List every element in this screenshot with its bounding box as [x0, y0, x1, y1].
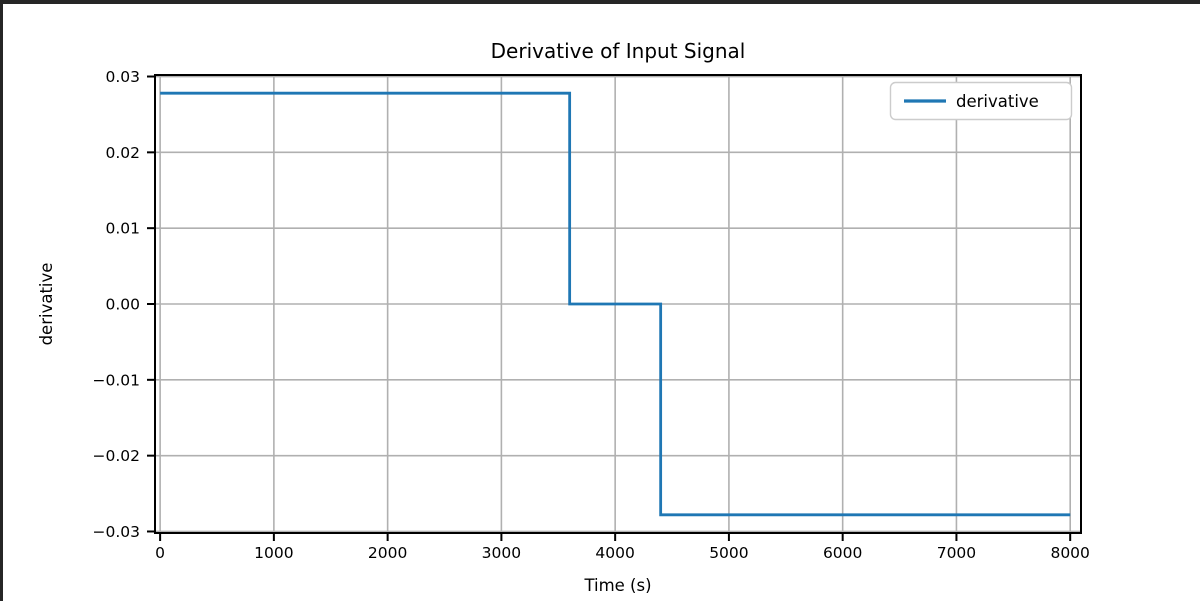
legend: derivative — [889, 81, 1073, 121]
window-border-left — [0, 0, 3, 601]
legend-box — [889, 81, 1073, 121]
plot-border — [154, 74, 1082, 534]
y-tick-label: 0.03 — [105, 68, 140, 86]
x-tick-label: 7000 — [937, 544, 976, 562]
x-tick-label: 0 — [155, 544, 165, 562]
x-axis-label: Time (s) — [583, 576, 651, 595]
legend-label: derivative — [956, 92, 1039, 111]
y-axis-label: derivative — [37, 263, 56, 346]
axis-ticks — [147, 75, 1072, 541]
y-tick-label: 0.01 — [105, 220, 140, 238]
window-border-top — [0, 0, 1200, 4]
x-tick-label: 5000 — [709, 544, 748, 562]
y-tick-label: −0.02 — [93, 447, 141, 465]
y-tick-label: 0.02 — [105, 144, 140, 162]
x-tick-label: 3000 — [482, 544, 521, 562]
x-tick-label: 1000 — [254, 544, 293, 562]
derivative-line — [160, 91, 1071, 517]
chart-title: Derivative of Input Signal — [491, 39, 746, 63]
x-tick-label: 8000 — [1050, 544, 1089, 562]
x-tick-label: 6000 — [823, 544, 862, 562]
axis-tick-labels: 0 1000 2000 3000 4000 5000 6000 7000 8000 0.03 0.0… — [93, 68, 1090, 562]
x-tick-label: 2000 — [368, 544, 407, 562]
y-tick-label: −0.03 — [93, 523, 141, 541]
y-tick-label: 0.00 — [105, 296, 140, 314]
y-tick-label: −0.01 — [93, 371, 141, 389]
x-tick-label: 4000 — [595, 544, 634, 562]
